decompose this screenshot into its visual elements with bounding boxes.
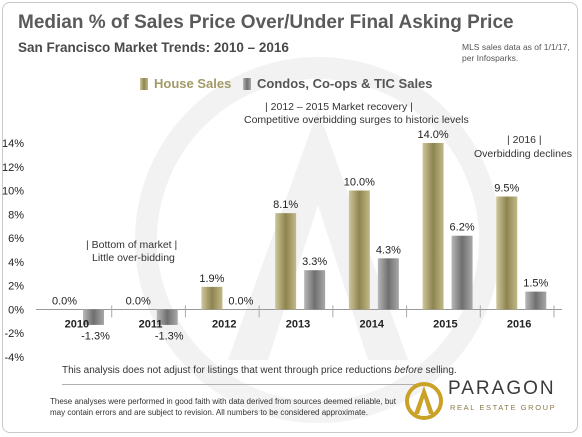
- y-tick-label: 2%: [8, 281, 24, 293]
- house-bar: [496, 196, 518, 310]
- logo-wordmark: PARAGON: [448, 378, 556, 399]
- condo-bar-value-label: 6.2%: [450, 222, 475, 234]
- house-bar-value-label: 10.0%: [344, 177, 375, 189]
- x-tick-label: 2011: [139, 318, 163, 330]
- condo-bar-value-label: 3.3%: [302, 256, 327, 268]
- paragon-logo: PARAGON REAL ESTATE GROUP: [404, 378, 574, 426]
- condo-bar-value-label: 0.0%: [228, 295, 253, 307]
- annotation-recovery-title: | 2012 – 2015 Market recovery |: [265, 101, 413, 113]
- house-bar: [422, 143, 444, 310]
- condo-bar-value-label: 1.5%: [523, 278, 548, 290]
- house-bar: [275, 213, 297, 310]
- annotation-decline-detail: Overbidding declines: [474, 148, 573, 160]
- chart-title: Median % of Sales Price Over/Under Final…: [18, 12, 514, 33]
- annotation-bottom-title: | Bottom of market |: [86, 239, 178, 251]
- y-tick-label: -2%: [4, 328, 24, 340]
- divider: [62, 384, 420, 385]
- legend-house-label: House Sales: [154, 76, 232, 91]
- legend-house-swatch: [140, 77, 148, 90]
- house-bar-value-label: 0.0%: [52, 295, 77, 307]
- house-bar-value-label: 1.9%: [199, 273, 224, 285]
- condo-bar-value-label: 4.3%: [376, 244, 401, 256]
- source-note: MLS sales data as of 1/1/17, per Infospa…: [462, 42, 570, 63]
- condo-bar: [525, 291, 547, 310]
- condo-bar-value-label: -1.3%: [155, 330, 184, 342]
- y-tick-label: 12%: [2, 162, 24, 174]
- x-tick-label: 2010: [65, 318, 89, 330]
- house-bar: [348, 190, 370, 310]
- house-bar-value-label: 8.1%: [273, 199, 298, 211]
- house-bar-value-label: 0.0%: [126, 295, 151, 307]
- footnote: These analyses were performed in good fa…: [50, 397, 396, 417]
- chart-subtitle: San Francisco Market Trends: 2010 – 2016: [18, 40, 289, 55]
- annotation-decline-title: | 2016 |: [507, 134, 542, 146]
- condo-bar: [83, 309, 104, 325]
- x-tick-label: 2012: [212, 318, 236, 330]
- y-tick-label: 4%: [8, 257, 24, 269]
- paragon-emblem-icon: [405, 382, 443, 420]
- condo-bar-value-label: -1.3%: [81, 330, 110, 342]
- legend-condo-label: Condos, Co-ops & TIC Sales: [257, 76, 433, 91]
- legend-condo-swatch: [243, 77, 251, 90]
- y-tick-label: -4%: [4, 352, 24, 364]
- y-tick-label: 0%: [8, 304, 24, 316]
- condo-bar: [304, 270, 326, 310]
- y-tick-label: 10%: [2, 186, 24, 198]
- annotation-bottom-detail: Little over-bidding: [92, 252, 175, 264]
- house-bar-value-label: 14.0%: [417, 129, 448, 141]
- x-tick-label: 2016: [507, 318, 531, 330]
- y-tick-label: 14%: [2, 138, 24, 150]
- x-tick-label: 2015: [433, 318, 457, 330]
- logo-tagline: REAL ESTATE GROUP: [450, 403, 557, 412]
- y-tick-label: 6%: [8, 233, 24, 245]
- disclaimer-text: This analysis does not adjust for listin…: [62, 365, 395, 376]
- condo-bar: [451, 235, 473, 310]
- annotation-recovery-detail: Competitive overbidding surges to histor…: [244, 114, 469, 126]
- condo-bar: [377, 258, 399, 310]
- disclaimer-emphasis: before: [394, 365, 423, 376]
- x-tick-label: 2013: [286, 318, 310, 330]
- disclaimer: This analysis does not adjust for listin…: [62, 365, 457, 376]
- x-tick-label: 2014: [359, 318, 384, 330]
- y-tick-label: 8%: [8, 209, 24, 221]
- condo-bar: [156, 309, 178, 325]
- legend-house: House Sales: [140, 76, 231, 91]
- disclaimer-end: selling.: [422, 365, 457, 376]
- house-bar: [201, 286, 223, 310]
- legend-condo: Condos, Co-ops & TIC Sales: [243, 76, 433, 91]
- house-bar-value-label: 9.5%: [494, 183, 519, 195]
